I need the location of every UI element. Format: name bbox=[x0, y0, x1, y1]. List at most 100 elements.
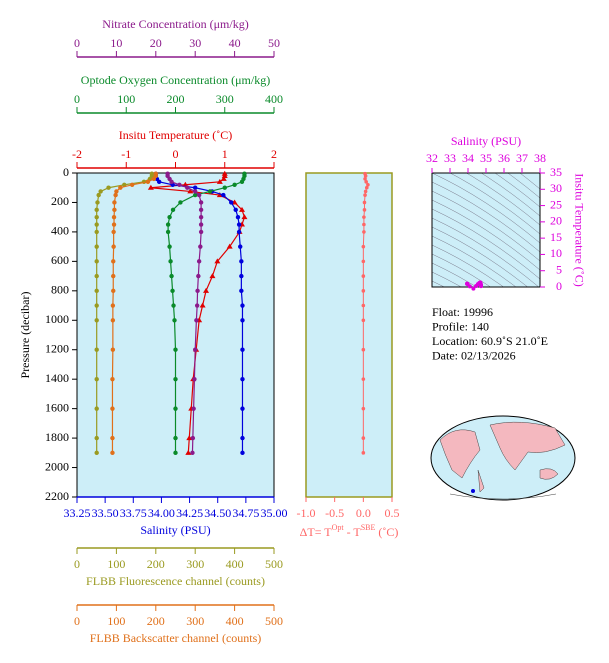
profile-point bbox=[94, 347, 99, 352]
profile-point bbox=[190, 450, 195, 456]
x-tick-label: -0.5 bbox=[325, 506, 344, 520]
x-tick-label: 1 bbox=[222, 147, 228, 161]
profile-point bbox=[94, 288, 99, 294]
delta-point bbox=[361, 259, 366, 264]
x-tick-label: 35 bbox=[480, 151, 492, 165]
density-contour bbox=[432, 208, 540, 280]
profile-point bbox=[226, 243, 233, 249]
profile-point bbox=[191, 406, 196, 411]
y-tick-label: 2200 bbox=[45, 489, 69, 503]
profile-point bbox=[94, 222, 99, 227]
delta-point bbox=[364, 185, 369, 190]
profile-point bbox=[151, 176, 157, 182]
density-contour bbox=[432, 235, 517, 287]
profile-point bbox=[110, 450, 115, 456]
profile-point bbox=[239, 259, 244, 264]
profile-point bbox=[187, 188, 194, 194]
profile-point bbox=[214, 258, 221, 264]
density-contour bbox=[432, 190, 540, 262]
y-axis-title: Pressure (decibar) bbox=[18, 292, 32, 379]
x-tick-label: 100 bbox=[117, 92, 135, 106]
profile-point bbox=[238, 206, 245, 212]
profile-point bbox=[198, 229, 204, 235]
x-axis-title: Insitu Temperature (˚C) bbox=[119, 128, 233, 142]
profile-point bbox=[182, 181, 189, 187]
profile-point bbox=[239, 273, 244, 279]
x-tick-label: 300 bbox=[186, 614, 204, 628]
ts-point bbox=[467, 284, 472, 289]
profile-point bbox=[193, 192, 198, 198]
x-tick-label: 0 bbox=[173, 147, 179, 161]
profile-point bbox=[221, 172, 228, 178]
x-tick-label: 300 bbox=[216, 92, 234, 106]
y-tick-label: 0 bbox=[556, 279, 562, 293]
profile-point bbox=[111, 273, 116, 279]
profile-point bbox=[94, 435, 99, 441]
density-contour bbox=[432, 244, 505, 287]
density-contour bbox=[507, 173, 540, 199]
x-tick-label: 30 bbox=[189, 36, 201, 50]
profile-point bbox=[95, 200, 100, 205]
info-line: Profile: 140 bbox=[432, 319, 489, 333]
profile-point bbox=[207, 189, 213, 194]
profile-point bbox=[106, 185, 111, 190]
x-tick-label: -1.0 bbox=[297, 506, 316, 520]
delta-point bbox=[361, 406, 366, 411]
profile-point bbox=[238, 244, 243, 249]
profile-point bbox=[173, 450, 178, 456]
x-tick-label: 200 bbox=[167, 92, 185, 106]
profile-point bbox=[94, 244, 99, 249]
density-contour bbox=[432, 226, 529, 287]
x-tick-label: 0.5 bbox=[385, 506, 400, 520]
x-tick-label: 34.00 bbox=[148, 506, 175, 520]
profile-point bbox=[236, 229, 242, 235]
y-tick-label: 1800 bbox=[45, 430, 69, 444]
x-tick-label: -2 bbox=[72, 147, 82, 161]
x-tick-label: 0.0 bbox=[356, 506, 371, 520]
delta-point bbox=[361, 244, 366, 249]
profile-point bbox=[192, 376, 197, 382]
profile-point bbox=[98, 189, 103, 194]
profile-point bbox=[94, 229, 99, 235]
profile-point bbox=[193, 185, 198, 190]
x-axis-title-part: (˚C) bbox=[375, 525, 398, 539]
delta-point bbox=[361, 318, 366, 323]
x-tick-label: 500 bbox=[265, 557, 283, 571]
y-tick-label: 0 bbox=[63, 165, 69, 179]
profile-point bbox=[110, 303, 116, 308]
delta-point bbox=[361, 289, 366, 293]
y-tick-label: 10 bbox=[550, 246, 562, 260]
x-axis-title: Nitrate Concentration (μm/kg) bbox=[102, 17, 248, 31]
profile-point bbox=[209, 273, 216, 279]
profile-point bbox=[170, 207, 176, 213]
profile-point bbox=[94, 406, 99, 411]
x-axis-title-part: SBE bbox=[361, 523, 376, 532]
y-tick-label: 2000 bbox=[45, 459, 69, 473]
profile-point bbox=[111, 288, 116, 294]
profile-point bbox=[94, 214, 99, 220]
profile-point bbox=[239, 288, 244, 294]
profile-point bbox=[94, 259, 99, 264]
profile-point bbox=[198, 200, 204, 205]
x-axis-title-part: - T bbox=[344, 525, 362, 539]
x-tick-label: 200 bbox=[147, 614, 165, 628]
profile-point bbox=[111, 229, 116, 235]
profile-point bbox=[94, 318, 99, 323]
profile-point bbox=[199, 302, 206, 308]
x-tick-label: 400 bbox=[226, 557, 244, 571]
x-tick-label: 33.25 bbox=[64, 506, 91, 520]
y-tick-label: 15 bbox=[550, 230, 562, 244]
y-tick-label: 400 bbox=[51, 224, 69, 238]
profile-point bbox=[193, 347, 198, 352]
profile-point bbox=[229, 200, 234, 205]
profile-line bbox=[111, 173, 157, 453]
density-contour bbox=[449, 173, 540, 235]
profile-point bbox=[196, 273, 201, 279]
x-tick-label: 400 bbox=[265, 92, 283, 106]
x-tick-label: 32 bbox=[426, 151, 438, 165]
profile-point bbox=[110, 406, 115, 411]
profile-point bbox=[198, 244, 203, 249]
profile-point bbox=[169, 273, 174, 279]
profile-point bbox=[178, 200, 183, 205]
profile-point bbox=[198, 222, 204, 227]
